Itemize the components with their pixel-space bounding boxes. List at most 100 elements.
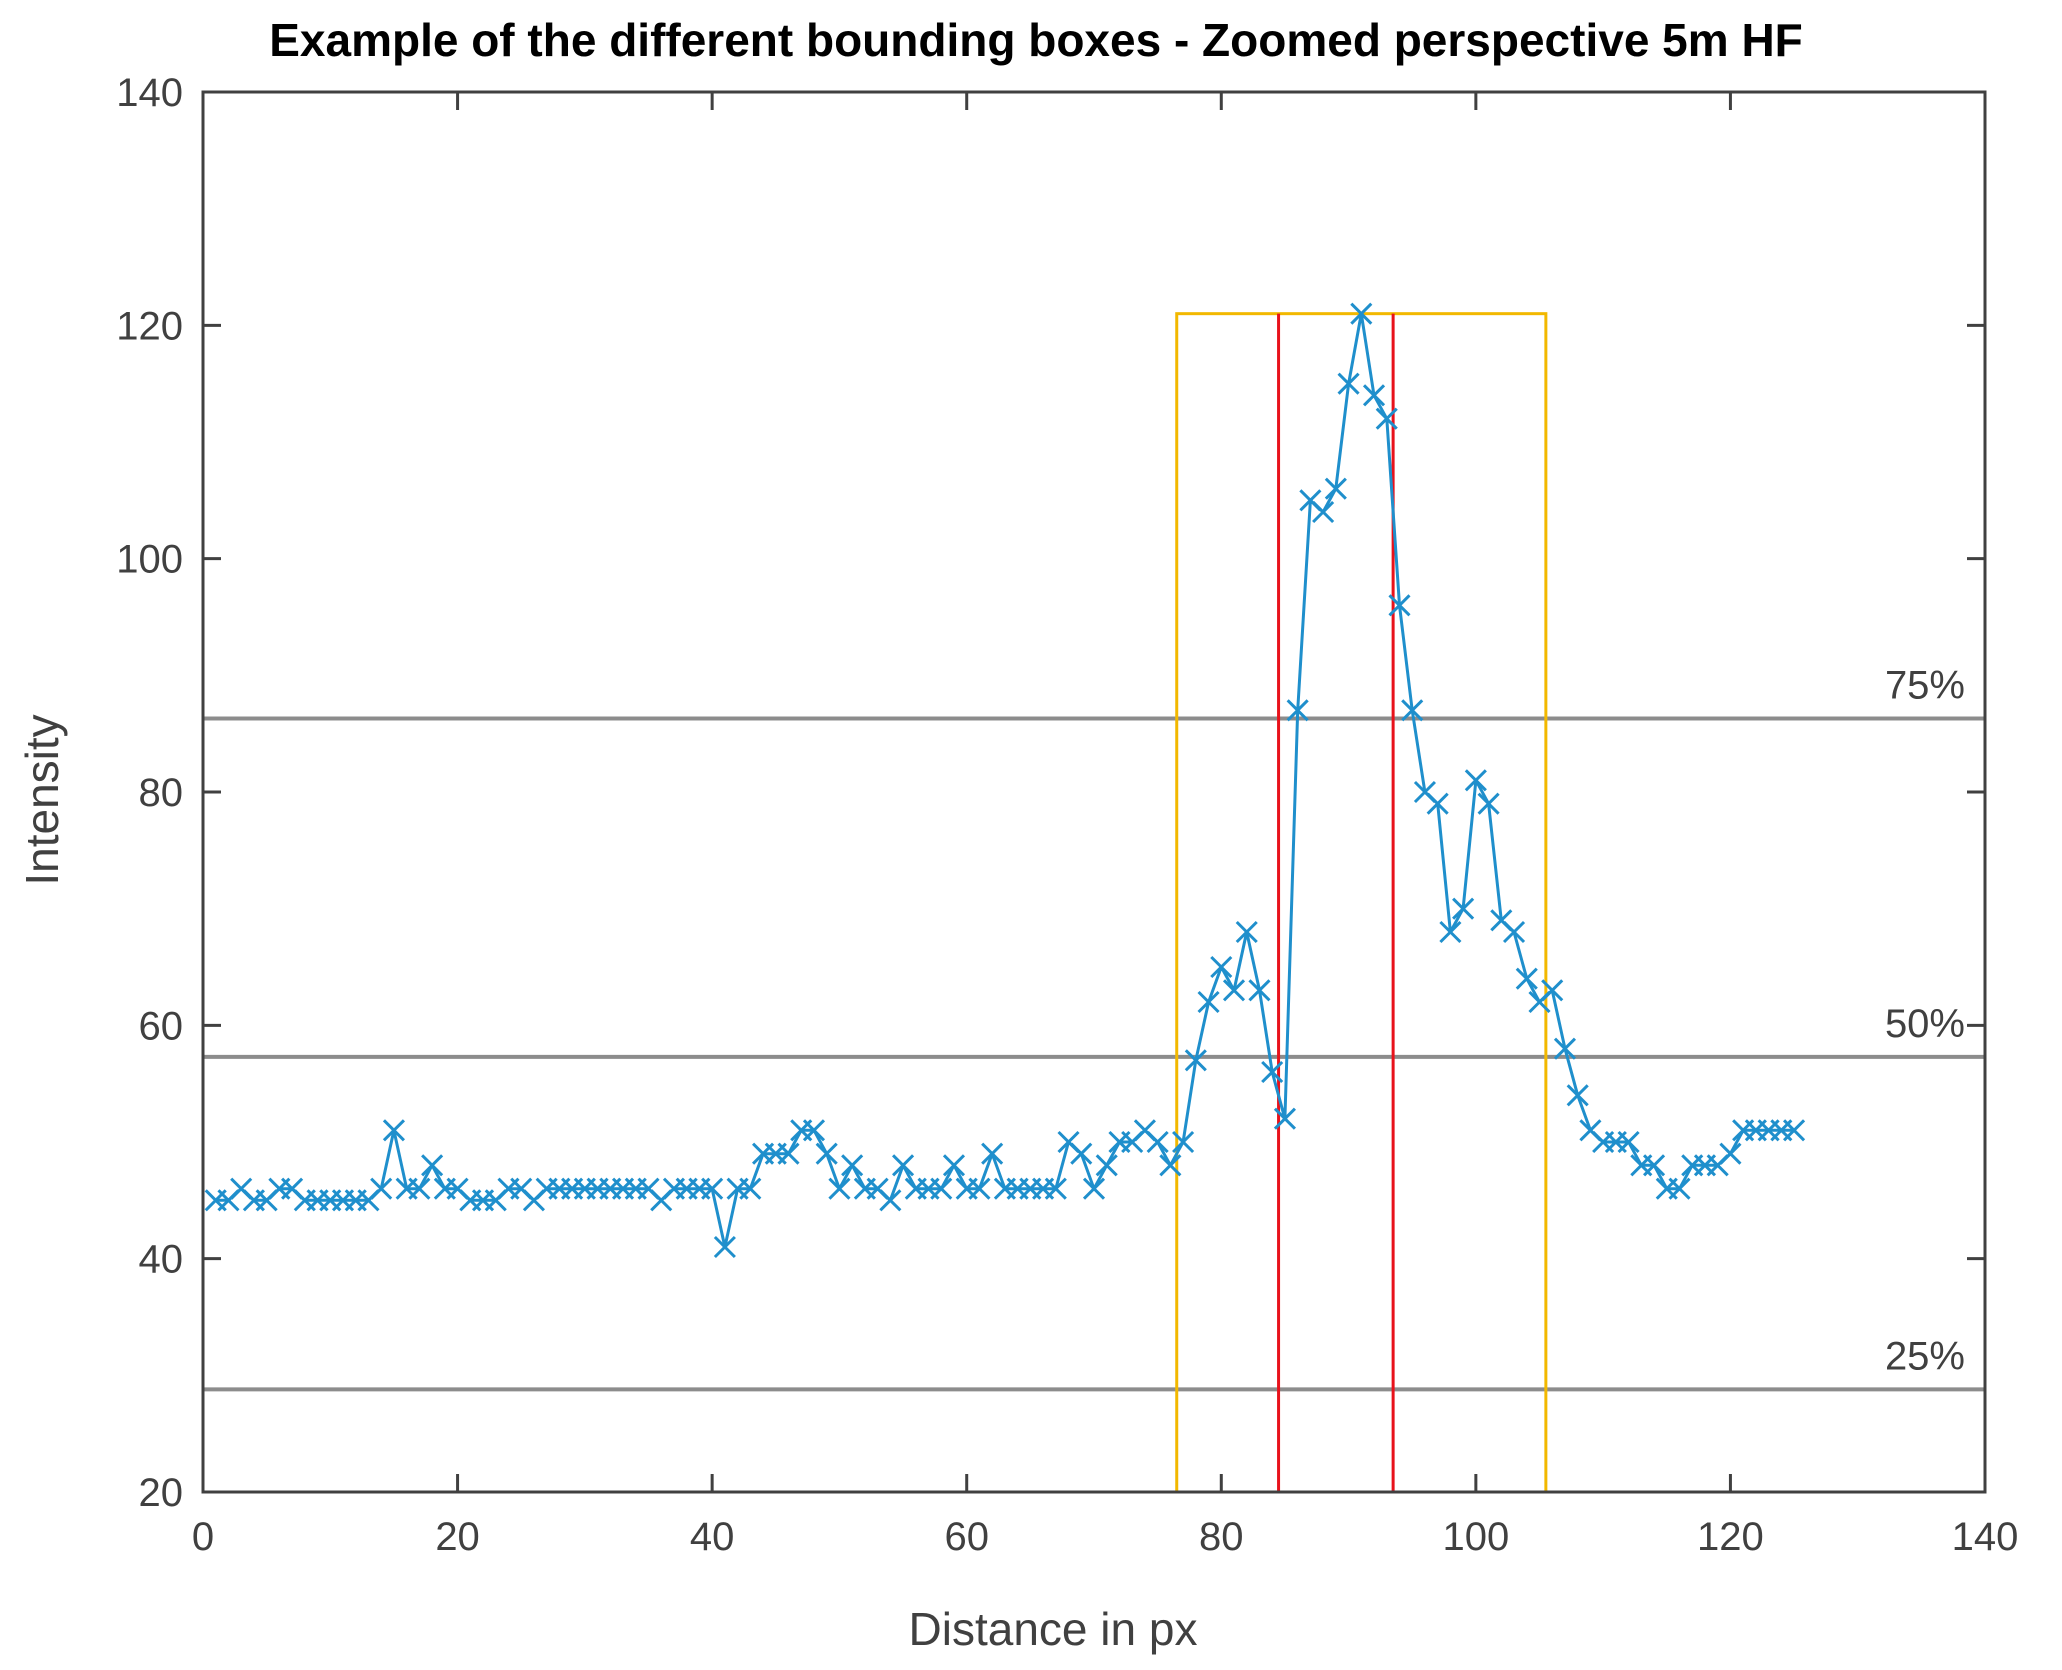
data-point bbox=[879, 1189, 902, 1212]
bounding-boxes bbox=[1175, 312, 1548, 1494]
marker-stroke bbox=[1184, 1049, 1207, 1072]
marker-stroke bbox=[1642, 1154, 1666, 1177]
data-point bbox=[1362, 384, 1386, 407]
marker-stroke bbox=[1413, 780, 1437, 804]
marker-stroke bbox=[1222, 979, 1246, 1002]
marker-stroke bbox=[1146, 1130, 1169, 1154]
x-tick-label: 120 bbox=[1697, 1515, 1764, 1559]
marker-stroke bbox=[637, 1177, 660, 1200]
data-point bbox=[1210, 955, 1233, 979]
marker-stroke bbox=[1617, 1130, 1640, 1154]
marker-stroke bbox=[1502, 920, 1526, 944]
marker-stroke bbox=[1541, 979, 1564, 1002]
data-point bbox=[815, 1142, 838, 1165]
marker-stroke bbox=[1172, 1130, 1195, 1154]
marker-stroke bbox=[739, 1177, 762, 1200]
data-point bbox=[828, 1177, 851, 1200]
marker-stroke bbox=[815, 1142, 838, 1165]
x-tick-label: 0 bbox=[192, 1515, 214, 1559]
marker-stroke bbox=[866, 1177, 889, 1200]
outer-bounding-box bbox=[1175, 312, 1548, 1494]
data-point bbox=[892, 1154, 915, 1177]
data-point bbox=[1324, 477, 1347, 500]
marker-stroke bbox=[1452, 897, 1475, 920]
x-tick-label: 80 bbox=[1199, 1515, 1244, 1559]
marker-stroke bbox=[1388, 594, 1411, 617]
x-tick-label: 100 bbox=[1442, 1515, 1509, 1559]
marker-stroke bbox=[1464, 769, 1487, 792]
data-point bbox=[1095, 1154, 1118, 1177]
data-point bbox=[942, 1154, 966, 1177]
marker-stroke bbox=[281, 1177, 304, 1200]
marker-stroke bbox=[1401, 699, 1424, 722]
marker-stroke bbox=[510, 1177, 533, 1200]
y-tick-label: 140 bbox=[116, 71, 183, 115]
data-point bbox=[1617, 1130, 1640, 1154]
data-point bbox=[968, 1177, 991, 1200]
data-point bbox=[1719, 1142, 1742, 1165]
data-point bbox=[1439, 920, 1462, 944]
reference-label-75pct: 75% bbox=[1885, 664, 1965, 708]
marker-stroke bbox=[1210, 955, 1233, 979]
x-tick-label: 40 bbox=[690, 1515, 735, 1559]
data-point bbox=[1426, 792, 1449, 815]
marker-stroke bbox=[1337, 372, 1360, 395]
y-tick-label: 120 bbox=[116, 304, 183, 348]
x-tick-label: 20 bbox=[435, 1515, 480, 1559]
data-point bbox=[1159, 1154, 1182, 1177]
marker-stroke bbox=[879, 1189, 902, 1212]
data-point bbox=[1172, 1130, 1195, 1154]
data-point bbox=[1401, 699, 1424, 722]
marker-stroke bbox=[382, 1119, 405, 1142]
marker-stroke bbox=[1553, 1037, 1577, 1060]
marker-stroke bbox=[841, 1154, 864, 1177]
reference-label-50pct: 50% bbox=[1885, 1002, 1965, 1046]
data-point bbox=[1044, 1177, 1067, 1200]
data-point bbox=[1350, 302, 1373, 325]
marker-stroke bbox=[1490, 909, 1513, 932]
marker-stroke bbox=[1159, 1154, 1182, 1177]
data-point bbox=[701, 1177, 724, 1200]
marker-stroke bbox=[930, 1177, 953, 1200]
data-point bbox=[1286, 699, 1309, 722]
data-point bbox=[1515, 967, 1538, 990]
data-point bbox=[1783, 1119, 1806, 1142]
y-tick-label: 80 bbox=[139, 771, 184, 815]
x-axis-label: Distance in px bbox=[909, 1603, 1198, 1655]
marker-stroke bbox=[1324, 477, 1347, 500]
marker-stroke bbox=[1566, 1084, 1589, 1107]
data-point bbox=[981, 1142, 1004, 1165]
marker-stroke bbox=[1719, 1142, 1742, 1165]
data-point bbox=[1388, 594, 1411, 617]
marker-stroke bbox=[1426, 792, 1449, 815]
data-point bbox=[1146, 1130, 1169, 1154]
marker-stroke bbox=[1286, 699, 1309, 722]
marker-stroke bbox=[1044, 1177, 1067, 1200]
marker-stroke bbox=[968, 1177, 991, 1200]
marker-stroke bbox=[1082, 1177, 1106, 1200]
x-tick-label: 60 bbox=[944, 1515, 989, 1559]
marker-stroke bbox=[828, 1177, 851, 1200]
marker-stroke bbox=[1273, 1107, 1296, 1130]
data-point bbox=[1222, 979, 1246, 1002]
marker-stroke bbox=[1579, 1119, 1602, 1142]
marker-stroke bbox=[1070, 1142, 1093, 1165]
data-point bbox=[1273, 1107, 1296, 1130]
data-point bbox=[1312, 500, 1335, 524]
y-tick-label: 60 bbox=[139, 1004, 184, 1048]
marker-stroke bbox=[1362, 384, 1386, 407]
data-point bbox=[1261, 1060, 1284, 1084]
data-point bbox=[841, 1154, 864, 1177]
marker-stroke bbox=[446, 1177, 469, 1200]
marker-stroke bbox=[230, 1177, 253, 1200]
y-axis-label: Intensity bbox=[16, 714, 68, 885]
reference-lines bbox=[203, 716, 1985, 1392]
marker-stroke bbox=[892, 1154, 915, 1177]
data-point bbox=[1477, 792, 1500, 815]
data-point bbox=[1452, 897, 1475, 920]
data-point bbox=[1553, 1037, 1577, 1060]
data-point bbox=[1248, 979, 1271, 1002]
marker-stroke bbox=[1375, 407, 1398, 430]
